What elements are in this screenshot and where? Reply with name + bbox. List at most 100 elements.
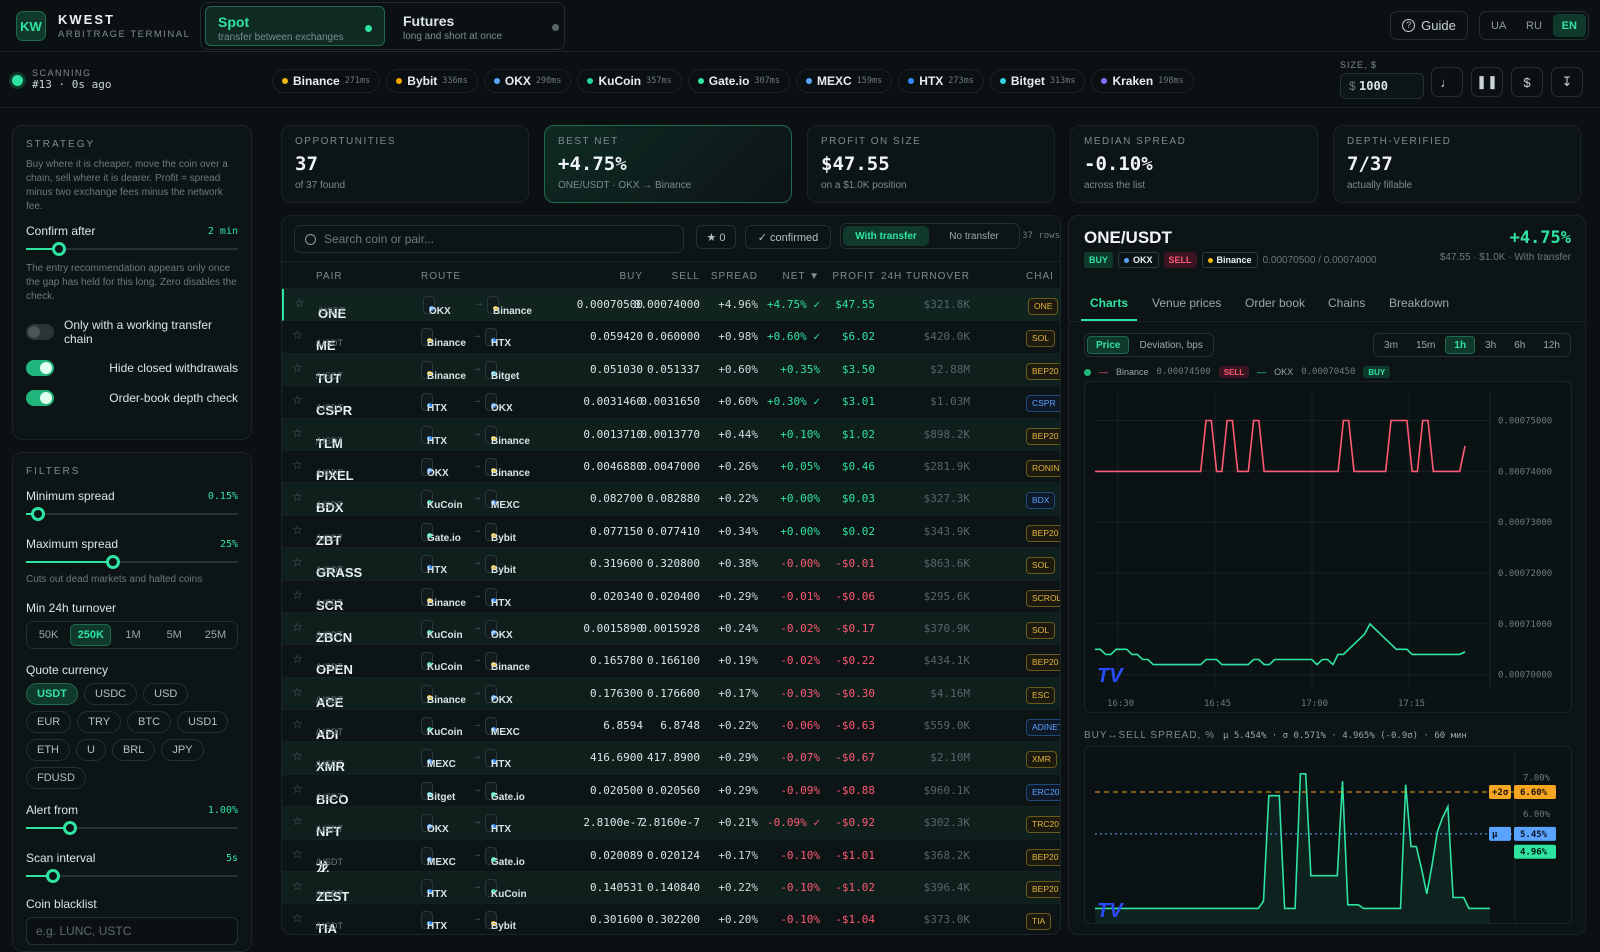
table-row[interactable]: ☆ SCR/USDT Binance → HTX 0.020340 0.020400 +0.2… — [282, 581, 1060, 613]
favorite-star-icon[interactable]: ☆ — [292, 749, 303, 764]
exchange-chip[interactable]: KuCoin 357ms — [577, 69, 682, 93]
favorite-star-icon[interactable]: ☆ — [292, 846, 303, 861]
favorites-filter-button[interactable]: ★ 0 — [696, 225, 736, 249]
table-row[interactable]: ☆ NFT/USDT OKX → HTX 2.8100e-7 2.8160e-7 +0.21%… — [282, 807, 1060, 840]
favorite-star-icon[interactable]: ☆ — [292, 652, 303, 667]
tab-venue-prices[interactable]: Venue prices — [1152, 296, 1222, 310]
turnover-option[interactable]: 25M — [204, 629, 227, 641]
table-row[interactable]: ☆ BICO/USDT Bitget → Gate.io 0.020500 0.020560… — [282, 775, 1060, 808]
scan-interval-slider[interactable] — [26, 869, 238, 883]
favorite-star-icon[interactable]: ☆ — [292, 360, 303, 375]
favorite-star-icon[interactable]: ☆ — [292, 781, 303, 796]
lang-en[interactable]: EN — [1552, 14, 1586, 37]
favorite-star-icon[interactable]: ☆ — [292, 393, 303, 408]
favorite-star-icon[interactable]: ☆ — [292, 619, 303, 634]
slider-knob[interactable] — [106, 555, 121, 569]
table-row[interactable]: ☆ ADI/USDT KuCoin → MEXC 6.8594 6.8748 +0.22% -0… — [282, 710, 1060, 743]
with-transfer-option[interactable]: With transfer — [843, 226, 929, 246]
table-row[interactable]: ☆ ZBT/USDT Gate.io → Bybit 0.077150 0.077410 +0… — [282, 516, 1060, 549]
col-route[interactable]: ROUTE — [421, 271, 461, 282]
table-row[interactable]: ☆ OPEN/USDT KuCoin → Binance 0.165780 0.166100… — [282, 645, 1060, 678]
mode-deviation[interactable]: Deviation, bps — [1139, 339, 1203, 351]
table-row[interactable]: ☆ BDX/USDT KuCoin → MEXC 0.082700 0.082880 +0.2… — [282, 483, 1060, 516]
turnover-option[interactable]: 5M — [166, 629, 182, 641]
pause-button[interactable]: ❚❚ — [1471, 67, 1503, 97]
range-option[interactable]: 3m — [1384, 339, 1398, 351]
currency-button[interactable]: $ — [1511, 67, 1543, 97]
turnover-option[interactable]: 1M — [125, 629, 141, 641]
table-row[interactable]: ☆ CSPR/USDT HTX → OKX 0.0031460 0.0031650 +0.60… — [282, 386, 1060, 419]
download-button[interactable]: ↧ — [1551, 67, 1583, 97]
quote-chip[interactable]: USDC — [83, 683, 138, 705]
favorite-star-icon[interactable]: ☆ — [292, 328, 303, 343]
exchange-chip[interactable]: HTX 273ms — [898, 69, 984, 93]
table-row[interactable]: ☆ XMR/USDT MEXC → HTX 416.6900 417.8900 +0.29% -… — [282, 742, 1060, 775]
range-option[interactable]: 3h — [1485, 339, 1497, 351]
confirmed-filter-button[interactable]: ✓ confirmed — [745, 225, 831, 249]
table-row[interactable]: ☆ ME/USDT Binance → HTX 0.059420 0.060000 +0.98… — [282, 321, 1060, 354]
favorite-star-icon[interactable]: ☆ — [292, 879, 303, 894]
table-row[interactable]: ☆龙虾/USDTMEXC→Gate.io0.0200890.020124+0.1… — [282, 840, 1060, 894]
toggle-switch[interactable] — [26, 324, 54, 340]
slider-knob[interactable] — [46, 869, 61, 883]
sound-button[interactable]: ♩ — [1431, 67, 1463, 97]
favorite-star-icon[interactable]: ☆ — [292, 684, 303, 699]
tab-breakdown[interactable]: Breakdown — [1389, 296, 1450, 310]
favorite-star-icon[interactable]: ☆ — [292, 814, 303, 829]
range-option[interactable]: 1h — [1445, 336, 1476, 354]
table-row[interactable]: ☆ ACE/USDT Binance → OKX 0.176300 0.176600 +0.1… — [282, 677, 1060, 711]
quote-chip[interactable]: U — [76, 739, 106, 761]
toggle-hide-closed[interactable]: Hide closed withdrawals — [26, 360, 238, 376]
quote-chip[interactable]: BRL — [111, 739, 156, 761]
table-row[interactable]: ☆ TIA/USDT HTX → Bybit 0.301600 0.302200 +0.20%… — [282, 904, 1060, 934]
toggle-switch[interactable] — [26, 390, 54, 406]
table-row[interactable]: ☆ ZBCN/USDT KuCoin → OKX 0.0015890 0.0015928 +0… — [282, 612, 1060, 646]
range-option[interactable]: 6h — [1514, 339, 1526, 351]
quote-chip[interactable]: USDT — [26, 683, 78, 705]
turnover-option[interactable]: 50K — [38, 629, 59, 641]
col-spread[interactable]: SPREAD — [710, 271, 758, 282]
quote-chip[interactable]: JPY — [161, 739, 204, 761]
col-pair[interactable]: PAIR — [316, 271, 343, 282]
quote-chip[interactable]: EUR — [26, 711, 72, 733]
col-chain[interactable]: CHAI — [1026, 271, 1054, 282]
mode-spot[interactable]: Spot transfer between exchanges — [205, 6, 385, 46]
exchange-chip[interactable]: Bybit 336ms — [386, 69, 478, 93]
toggle-transfer-chain[interactable]: Only with a working transfer chain — [26, 318, 238, 346]
min-spread-slider[interactable] — [26, 507, 238, 521]
spread-chart[interactable]: 7.00% 6.00% +2σ 6.60% μ 5.45% 4.96% TV — [1084, 746, 1572, 924]
mode-futures[interactable]: Futures long and short at once — [391, 6, 571, 46]
quote-chip[interactable]: TRY — [77, 711, 122, 733]
guide-button[interactable]: ? Guide — [1390, 11, 1468, 40]
exchange-chip[interactable]: Kraken 198ms — [1091, 69, 1194, 93]
col-turnover[interactable]: 24H TURNOVER — [880, 271, 970, 282]
turnover-option[interactable]: 250K — [70, 624, 112, 646]
alert-slider[interactable] — [26, 821, 238, 835]
favorite-star-icon[interactable]: ☆ — [292, 457, 303, 472]
favorite-star-icon[interactable]: ☆ — [292, 555, 303, 570]
favorite-star-icon[interactable]: ☆ — [292, 717, 303, 732]
mode-price[interactable]: Price — [1087, 336, 1130, 354]
toggle-depth-check[interactable]: Order-book depth check — [26, 390, 238, 406]
col-buy[interactable]: BUY — [619, 271, 643, 282]
quote-chip[interactable]: ETH — [26, 739, 70, 761]
lang-ua[interactable]: UA — [1491, 19, 1507, 32]
size-input[interactable]: $ 1000 — [1340, 73, 1424, 99]
favorite-star-icon[interactable]: ☆ — [292, 425, 303, 440]
quote-chip[interactable]: USD — [143, 683, 189, 705]
slider-knob[interactable] — [62, 821, 77, 835]
favorite-star-icon[interactable]: ☆ — [292, 587, 303, 602]
tab-order-book[interactable]: Order book — [1245, 296, 1306, 310]
price-chart[interactable]: 0.00075000 0.00074000 0.00073000 0.00072000… — [1084, 381, 1572, 713]
exchange-chip[interactable]: OKX 290ms — [483, 69, 572, 93]
search-input[interactable]: Search coin or pair... — [294, 225, 684, 253]
col-net[interactable]: NET ▼ — [782, 271, 820, 282]
favorite-star-icon[interactable]: ☆ — [292, 490, 303, 505]
table-row[interactable]: ☆ ONE/USDT OKX → Binance 0.00070500 0.00074000… — [282, 289, 1060, 322]
col-sell[interactable]: SELL — [671, 271, 700, 282]
table-row[interactable]: ☆ ZEST/USDT HTX → KuCoin 0.140531 0.140840 +0.2… — [282, 872, 1060, 905]
tab-chains[interactable]: Chains — [1328, 296, 1366, 310]
table-row[interactable]: ☆ GRASS/USDT HTX → Bybit 0.319600 0.320800 +0.3… — [282, 548, 1060, 581]
tab-charts[interactable]: Charts — [1090, 296, 1129, 310]
exchange-chip[interactable]: Binance 271ms — [272, 69, 381, 93]
